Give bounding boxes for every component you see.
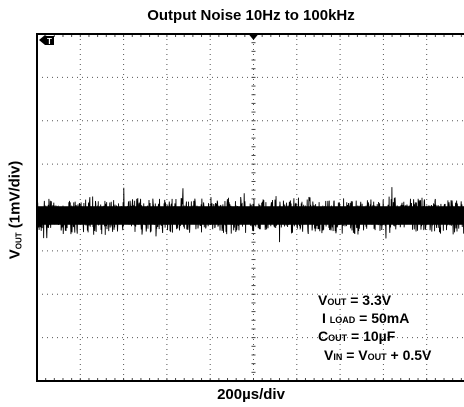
noise-trace	[36, 187, 464, 243]
trigger-label: T	[47, 37, 52, 46]
annotation-vout: VOUT = 3.3V	[318, 292, 392, 308]
chart-title: Output Noise 10Hz to 100kHz	[147, 7, 355, 24]
trigger-position-marker	[248, 34, 259, 40]
trigger-markers: T	[39, 34, 259, 46]
trigger-level-marker	[39, 35, 45, 45]
trigger-box	[45, 36, 54, 45]
annotation-iload: I LOAD = 50mA	[322, 310, 410, 326]
annotation-vin: VIN = VOUT + 0.5V	[324, 347, 432, 363]
noise-band	[37, 206, 464, 225]
x-axis-label: 200µs/div	[217, 386, 285, 403]
annotation-cout: COUT = 10µF	[318, 328, 396, 344]
